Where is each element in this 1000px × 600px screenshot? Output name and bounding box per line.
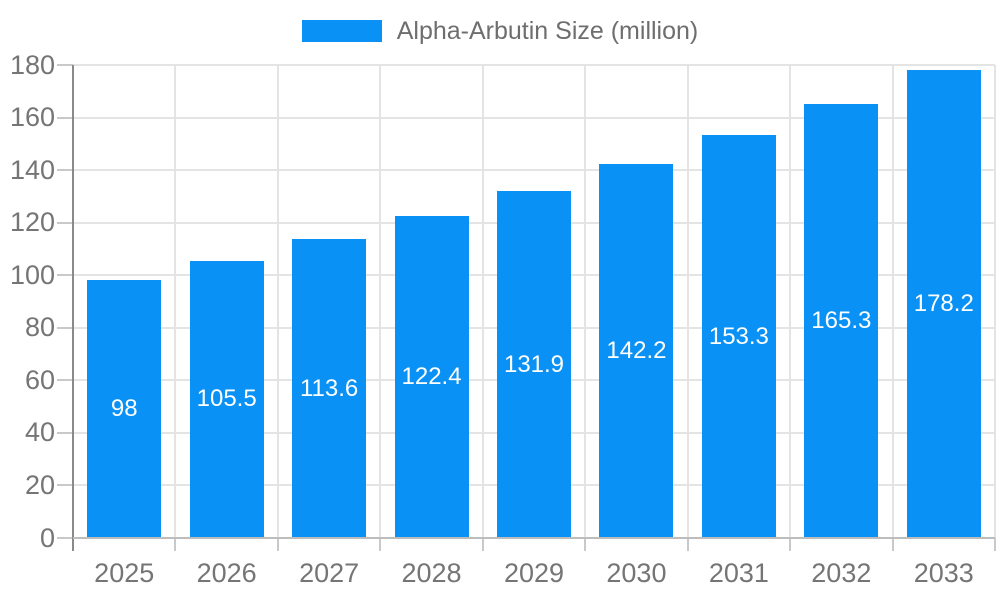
x-axis-tick: [789, 538, 792, 551]
x-axis-label: 2028: [401, 557, 462, 588]
v-gridline: [789, 65, 792, 538]
v-gridline: [174, 65, 177, 538]
bar-2030[interactable]: 142.2: [599, 164, 674, 538]
v-gridline: [584, 65, 587, 538]
v-gridline: [379, 65, 382, 538]
bar-2026[interactable]: 105.5: [189, 260, 264, 538]
bar-2028[interactable]: 122.4: [394, 216, 469, 538]
x-axis-label: 2031: [708, 557, 769, 588]
x-axis-tick: [481, 538, 484, 551]
y-axis-tick: [57, 116, 73, 119]
x-axis-label: 2033: [913, 557, 974, 588]
bar-value-label: 178.2: [913, 289, 974, 317]
y-axis-tick: [57, 379, 73, 382]
bar-2033[interactable]: 178.2: [906, 69, 981, 538]
bar-2032[interactable]: 165.3: [804, 103, 879, 538]
bar-value-label: 153.3: [708, 322, 769, 350]
x-axis-tick: [686, 538, 689, 551]
x-axis-label: 2030: [606, 557, 667, 588]
x-axis-line: [73, 537, 995, 539]
y-axis-label: 60: [24, 364, 55, 395]
x-axis-tick: [379, 538, 382, 551]
h-gridline: [73, 116, 995, 119]
bar-value-label: 113.6: [299, 374, 359, 402]
y-axis-line: [72, 65, 74, 551]
bar-2025[interactable]: 98: [87, 280, 162, 538]
y-axis-tick: [57, 431, 73, 434]
y-axis-tick: [57, 484, 73, 487]
x-axis-label: 2027: [299, 557, 360, 588]
legend: Alpha-Arbutin Size (million): [0, 16, 1000, 46]
bar-value-label: 98: [110, 395, 138, 423]
bar-value-label: 122.4: [401, 363, 462, 391]
y-axis-tick: [57, 326, 73, 329]
y-axis-label: 40: [24, 417, 55, 448]
y-axis-label: 120: [9, 207, 55, 238]
x-axis-label: 2029: [503, 557, 565, 588]
y-axis-label: 80: [24, 312, 55, 343]
x-axis-tick: [891, 538, 894, 551]
x-axis-tick: [994, 538, 996, 551]
bar-value-label: 105.5: [196, 385, 257, 413]
h-gridline: [73, 169, 995, 172]
v-gridline: [686, 65, 689, 538]
y-axis-label: 100: [9, 259, 55, 290]
bar-value-label: 165.3: [811, 306, 872, 334]
legend-item[interactable]: Alpha-Arbutin Size (million): [301, 16, 699, 46]
bar-value-label: 142.2: [606, 337, 667, 365]
v-gridline: [481, 65, 484, 538]
v-gridline: [891, 65, 894, 538]
x-axis-label: 2025: [94, 557, 155, 588]
y-axis-label: 20: [24, 469, 55, 500]
bar-2027[interactable]: 113.6: [292, 239, 367, 538]
y-axis-tick: [57, 169, 73, 172]
y-axis-tick: [57, 537, 73, 539]
y-axis-label: 0: [39, 522, 55, 553]
x-axis-tick: [174, 538, 177, 551]
x-axis-tick: [584, 538, 587, 551]
y-axis-tick: [57, 64, 73, 66]
bar-2029[interactable]: 131.9: [497, 191, 571, 538]
legend-label: Alpha-Arbutin Size (million): [396, 16, 699, 45]
v-gridline: [994, 65, 996, 538]
x-axis-label: 2032: [811, 557, 872, 588]
y-axis-label: 160: [9, 102, 55, 133]
x-axis-tick: [276, 538, 279, 551]
y-axis-tick: [57, 221, 73, 224]
x-axis-label: 2026: [196, 557, 257, 588]
y-axis-label: 140: [9, 154, 55, 185]
y-axis-label: 180: [9, 49, 55, 80]
bar-value-label: 131.9: [503, 350, 565, 378]
v-gridline: [276, 65, 279, 538]
h-gridline: [73, 64, 995, 66]
y-axis-tick: [57, 274, 73, 277]
legend-swatch: [301, 20, 382, 42]
bar-2031[interactable]: 153.3: [701, 135, 776, 538]
